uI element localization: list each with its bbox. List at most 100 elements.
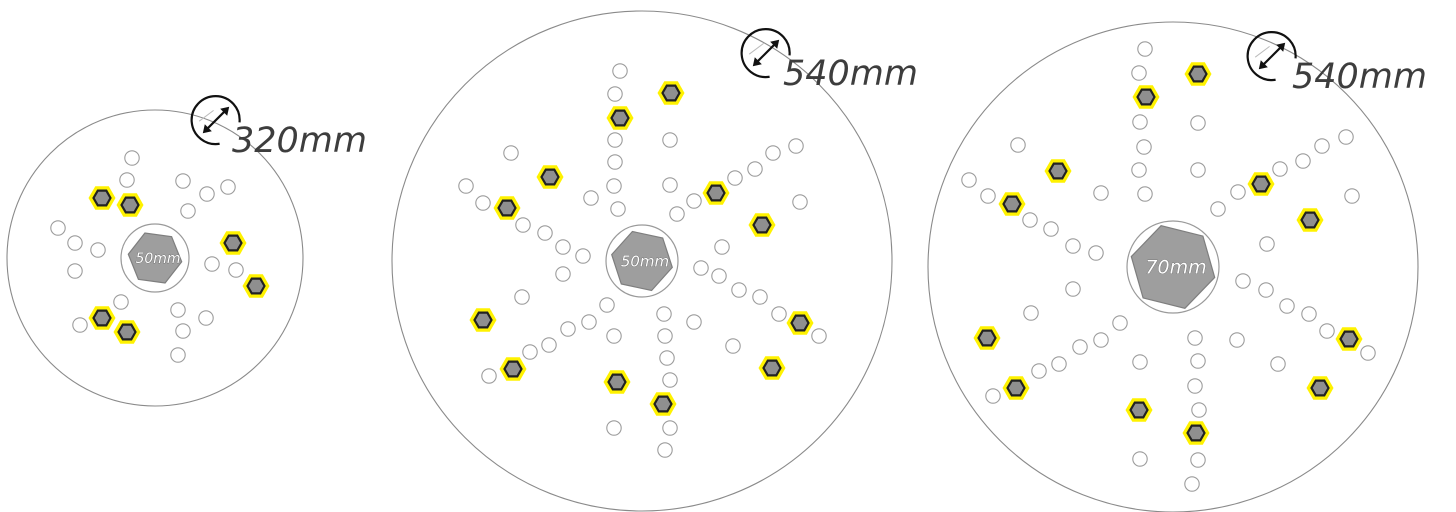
- mounting-hole: [90, 242, 106, 258]
- hex-boss-icon: [113, 320, 141, 344]
- mounting-hole: [752, 289, 768, 305]
- mounting-hole: [1187, 330, 1203, 346]
- plate-diameter-label: 320mm: [232, 121, 367, 161]
- mounting-hole: [811, 328, 827, 344]
- hub-hex: [127, 232, 183, 284]
- mounting-hole: [1132, 354, 1148, 370]
- mounting-hole: [228, 262, 244, 278]
- mounting-hole: [1051, 356, 1067, 372]
- plate-group-3: 70mm 540mm: [927, 21, 1427, 512]
- mounting-hole: [669, 206, 685, 222]
- mounting-hole: [1043, 221, 1059, 237]
- mounting-hole: [1259, 236, 1275, 252]
- hex-boss-icon: [88, 186, 116, 210]
- mounting-hole: [657, 442, 673, 458]
- hex-boss-icon: [606, 106, 634, 130]
- mounting-hole: [1136, 139, 1152, 155]
- mounting-hole: [1190, 353, 1206, 369]
- mounting-hole: [1190, 115, 1206, 131]
- mounting-hole: [606, 420, 622, 436]
- mounting-hole: [686, 314, 702, 330]
- mounting-hole: [747, 161, 763, 177]
- mounting-hole: [1229, 332, 1245, 348]
- mounting-hole: [204, 256, 220, 272]
- mounting-hole: [1065, 238, 1081, 254]
- plate-group-1: 50mm 320mm: [6, 94, 367, 407]
- mounting-hole: [113, 294, 129, 310]
- plate-diameter-label: 540mm: [1292, 57, 1427, 97]
- mounting-hole: [792, 194, 808, 210]
- mounting-hole: [607, 154, 623, 170]
- hex-boss-icon: [536, 165, 564, 189]
- hex-boss-icon: [116, 193, 144, 217]
- mounting-hole: [727, 170, 743, 186]
- mounting-hole: [610, 201, 626, 217]
- mounting-hole: [1319, 323, 1335, 339]
- hex-bosses: [469, 81, 814, 416]
- mounting-hole: [1132, 114, 1148, 130]
- mounting-holes: [50, 150, 244, 363]
- diameter-icon: [740, 27, 791, 79]
- mounting-hole: [607, 86, 623, 102]
- hex-boss-icon: [1335, 327, 1363, 351]
- mounting-hole: [1072, 339, 1088, 355]
- hex-boss-icon: [748, 213, 776, 237]
- hex-boss-icon: [219, 231, 247, 255]
- mounting-hole: [1065, 281, 1081, 297]
- mounting-hole: [659, 350, 675, 366]
- hub-hex: [611, 230, 673, 292]
- hex-boss-icon: [1184, 62, 1212, 86]
- mounting-hole: [1360, 345, 1376, 361]
- mounting-hole: [607, 132, 623, 148]
- mounting-hole: [124, 150, 140, 166]
- hex-boss-icon: [1125, 398, 1153, 422]
- mounting-hole: [475, 195, 491, 211]
- mounting-hole: [1132, 451, 1148, 467]
- mounting-hole: [599, 297, 615, 313]
- mounting-hole: [220, 179, 236, 195]
- hex-boss-icon: [493, 196, 521, 220]
- mounting-hole: [581, 314, 597, 330]
- mounting-hole: [1210, 201, 1226, 217]
- mounting-hole: [1031, 363, 1047, 379]
- mounting-hole: [1270, 356, 1286, 372]
- mounting-hole: [711, 268, 727, 284]
- mounting-hole: [119, 172, 135, 188]
- mounting-hole: [1258, 282, 1274, 298]
- mounting-hole: [1338, 129, 1354, 145]
- plate-group-2: 50mm 540mm: [391, 10, 918, 512]
- mounting-hole: [1093, 185, 1109, 201]
- mounting-hole: [575, 248, 591, 264]
- mounting-hole: [1279, 298, 1295, 314]
- mounting-hole: [714, 239, 730, 255]
- mounting-hole: [657, 328, 673, 344]
- hex-boss-icon: [1002, 376, 1030, 400]
- mounting-hole: [72, 317, 88, 333]
- hex-boss-icon: [758, 356, 786, 380]
- mounting-hole: [1190, 452, 1206, 468]
- hub-size-label: 70mm: [1145, 257, 1206, 279]
- mounting-hole: [522, 344, 538, 360]
- hex-boss-icon: [88, 306, 116, 330]
- hex-bosses: [88, 186, 270, 344]
- mounting-hole: [662, 372, 678, 388]
- mounting-hole: [481, 368, 497, 384]
- mounting-hole: [1187, 378, 1203, 394]
- mounting-holes: [458, 63, 827, 458]
- mounting-hole: [656, 306, 672, 322]
- mounting-hole: [50, 220, 66, 236]
- mounting-hole: [1230, 184, 1246, 200]
- hub-size-label: 50mm: [621, 252, 669, 270]
- mounting-hole: [1295, 153, 1311, 169]
- mounting-hole: [1191, 402, 1207, 418]
- diameter-icon: [190, 94, 241, 146]
- mounting-hole: [1112, 315, 1128, 331]
- mounting-hole: [725, 338, 741, 354]
- mounting-hole: [765, 145, 781, 161]
- mounting-hole: [612, 63, 628, 79]
- mounting-hole: [67, 263, 83, 279]
- mounting-hole: [788, 138, 804, 154]
- mounting-hole: [1010, 137, 1026, 153]
- hub-hex: [1130, 225, 1216, 309]
